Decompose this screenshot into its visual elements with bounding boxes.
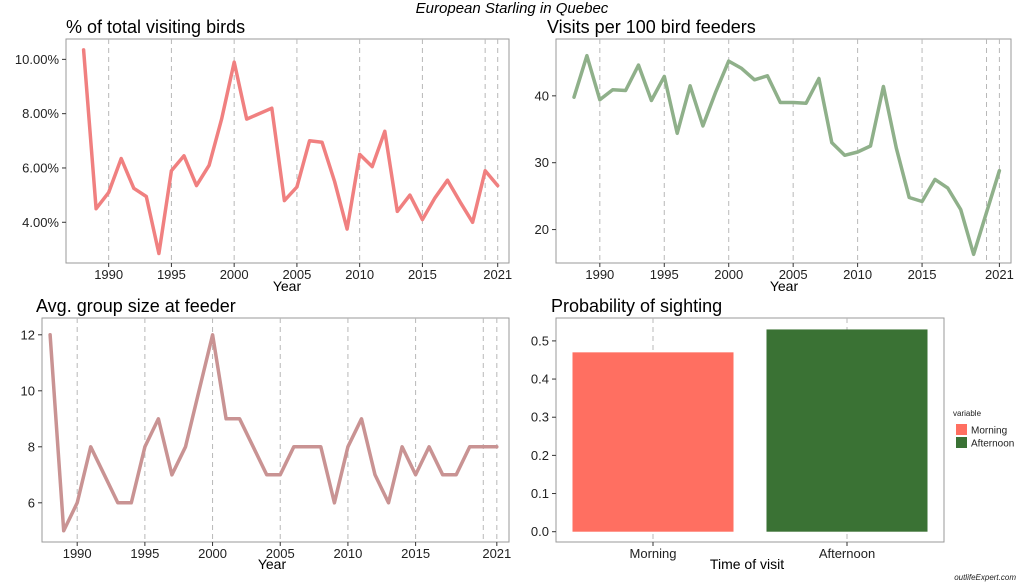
y-tick-label: 10.00% [15, 52, 60, 67]
y-tick-label: 0.1 [531, 486, 549, 501]
panel-probability-sighting: Probability of sighting 0.0 0.1 0.2 0.3 0.4 0… [531, 296, 1014, 572]
plot-area [555, 317, 945, 543]
x-axis-title: Year [273, 278, 302, 294]
x-tick-label: 1995 [130, 546, 159, 561]
y-tick-label: 4.00% [22, 215, 59, 230]
y-tick-label: 8 [28, 439, 35, 454]
bar-morning [572, 352, 734, 532]
x-tick-label: 2000 [220, 267, 249, 282]
panel-percent-visiting: % of total visiting birds 4.00% 6.00% 8.00… [15, 17, 512, 294]
legend: variable Morning Afternoon [953, 409, 1014, 450]
x-axis-title: Year [258, 556, 287, 572]
x-tick-label: Morning [630, 546, 677, 561]
bar-afternoon [766, 329, 928, 532]
x-tick-label: 1990 [585, 267, 614, 282]
x-tick-label: 2015 [408, 267, 437, 282]
plot-area [65, 38, 510, 264]
legend-label: Morning [971, 426, 1007, 437]
y-tick-label: 20 [535, 222, 549, 237]
panel-group-size: Avg. group size at feeder 6 8 10 12 1990 1995… [21, 296, 512, 572]
y-tick-label: 0.2 [531, 448, 549, 463]
series-line [81, 48, 500, 256]
y-tick-label: 0.0 [531, 524, 549, 539]
legend-title: variable [953, 409, 982, 418]
x-tick-label: 1995 [650, 267, 679, 282]
x-tick-label: 2005 [282, 267, 311, 282]
x-tick-label: 1990 [94, 267, 123, 282]
panel-title: Visits per 100 bird feeders [547, 17, 756, 37]
x-tick-label: Afternoon [819, 546, 875, 561]
x-tick-label: 2015 [401, 546, 430, 561]
x-tick-label: 1995 [157, 267, 186, 282]
panel-title: Avg. group size at feeder [36, 296, 236, 316]
legend-swatch [956, 437, 967, 448]
y-tick-label: 0.4 [531, 372, 549, 387]
y-tick-label: 0.3 [531, 410, 549, 425]
y-tick-label: 8.00% [22, 106, 59, 121]
y-tick-label: 6 [28, 495, 35, 510]
x-axis-title: Time of visit [710, 556, 784, 572]
x-tick-label: 2021 [482, 546, 511, 561]
plot-area [41, 317, 510, 543]
x-tick-label: 2005 [779, 267, 808, 282]
x-tick-label: 2010 [345, 267, 374, 282]
y-tick-label: 12 [21, 327, 35, 342]
y-tick-label: 10 [21, 383, 35, 398]
legend-swatch [956, 424, 967, 435]
x-tick-label: 2015 [908, 267, 937, 282]
x-axis-title: Year [770, 278, 799, 294]
legend-label: Afternoon [971, 439, 1014, 450]
panel-visits-per-feeders: Visits per 100 bird feeders 20 30 40 1990 19… [535, 17, 1014, 294]
plot-area [555, 38, 1012, 264]
panel-title: % of total visiting birds [66, 17, 245, 37]
watermark: outlifeExpert.com [954, 573, 1016, 582]
x-tick-label: 2000 [714, 267, 743, 282]
y-tick-label: 6.00% [22, 160, 59, 175]
panel-title: Probability of sighting [551, 296, 722, 316]
x-tick-label: 2000 [198, 546, 227, 561]
series-line [572, 53, 1002, 257]
y-tick-label: 40 [535, 88, 549, 103]
x-tick-label: 1990 [63, 546, 92, 561]
x-tick-label: 2021 [985, 267, 1014, 282]
y-tick-label: 0.5 [531, 333, 549, 348]
x-tick-label: 2005 [266, 546, 295, 561]
x-tick-label: 2021 [483, 267, 512, 282]
x-tick-label: 2010 [843, 267, 872, 282]
x-tick-label: 2010 [333, 546, 362, 561]
figure-title: European Starling in Quebec [415, 0, 609, 17]
y-tick-label: 30 [535, 155, 549, 170]
series-line [48, 333, 499, 533]
